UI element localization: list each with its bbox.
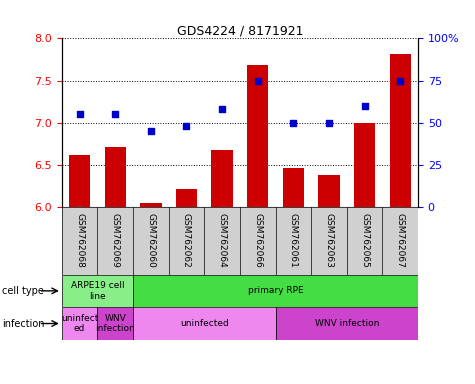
Bar — [354, 123, 375, 207]
Bar — [69, 155, 90, 207]
Point — [218, 106, 226, 113]
Bar — [62, 275, 133, 307]
Text: GSM762067: GSM762067 — [396, 213, 405, 268]
Bar — [283, 168, 304, 207]
Point — [289, 120, 297, 126]
Text: infection: infection — [2, 318, 45, 329]
Bar — [140, 203, 162, 207]
Point — [111, 111, 119, 118]
Text: GSM762061: GSM762061 — [289, 213, 298, 268]
Text: uninfect
ed: uninfect ed — [61, 314, 98, 333]
Text: cell type: cell type — [2, 286, 44, 296]
Text: primary RPE: primary RPE — [247, 286, 304, 295]
Text: GSM762063: GSM762063 — [324, 213, 333, 268]
Bar — [97, 307, 133, 340]
Point — [76, 111, 84, 118]
Text: GSM762069: GSM762069 — [111, 213, 120, 268]
Text: uninfected: uninfected — [180, 319, 228, 328]
Bar — [62, 307, 97, 340]
Bar — [176, 189, 197, 207]
Point — [147, 128, 155, 134]
Point — [325, 120, 332, 126]
Point — [361, 103, 369, 109]
Title: GDS4224 / 8171921: GDS4224 / 8171921 — [177, 24, 303, 37]
Text: ARPE19 cell
line: ARPE19 cell line — [71, 281, 124, 301]
Text: GSM762062: GSM762062 — [182, 213, 191, 268]
Text: WNV infection: WNV infection — [314, 319, 379, 328]
Text: WNV
infection: WNV infection — [95, 314, 135, 333]
Point — [396, 78, 404, 84]
Text: GSM762064: GSM762064 — [218, 213, 227, 268]
Text: GSM762060: GSM762060 — [146, 213, 155, 268]
Bar — [133, 275, 418, 307]
Text: GSM762068: GSM762068 — [75, 213, 84, 268]
Point — [182, 123, 190, 129]
Bar — [318, 175, 340, 207]
Bar — [104, 147, 126, 207]
Text: GSM762065: GSM762065 — [360, 213, 369, 268]
Bar — [133, 307, 276, 340]
Bar — [211, 150, 233, 207]
Point — [254, 78, 261, 84]
Text: GSM762066: GSM762066 — [253, 213, 262, 268]
Bar — [247, 65, 268, 207]
Bar — [276, 307, 418, 340]
Bar — [390, 54, 411, 207]
